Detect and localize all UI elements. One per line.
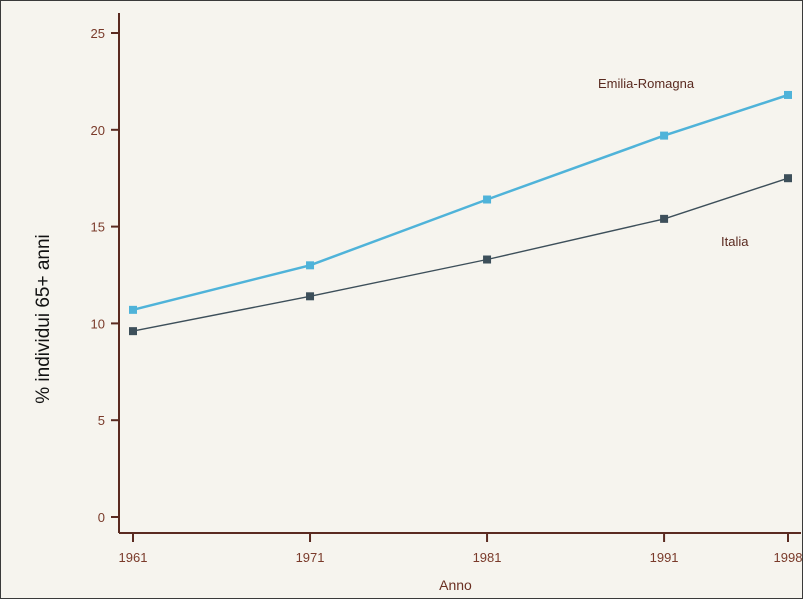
series-line-emilia-romagna [132, 93, 789, 312]
x-axis-ticks: 1961 1971 1981 1991 1998 [119, 533, 802, 565]
data-point-italia [660, 214, 669, 223]
data-point-italia [784, 174, 792, 183]
y-tick-label: 5 [98, 413, 105, 428]
y-tick-label: 25 [91, 26, 105, 41]
y-tick-label: 15 [91, 220, 105, 235]
series-italia [129, 174, 792, 336]
y-tick-label: 0 [98, 510, 105, 525]
y-tick-label: 10 [91, 316, 105, 331]
data-point-emilia-romagna [483, 195, 492, 204]
x-tick-label: 1971 [296, 550, 325, 565]
x-tick-label: 1981 [473, 550, 502, 565]
data-point-italia [306, 292, 315, 301]
x-tick-label: 1961 [119, 550, 148, 565]
x-tick-label: 1998 [774, 550, 802, 565]
data-point-italia [129, 327, 137, 336]
axes [118, 13, 801, 534]
data-point-emilia-romagna [660, 131, 669, 140]
data-point-emilia-romagna [784, 90, 792, 99]
series-emilia-romagna [129, 90, 792, 314]
y-axis-ticks: 0 5 10 15 20 25 [91, 26, 119, 525]
series-layer [129, 90, 792, 336]
data-point-emilia-romagna [129, 305, 137, 314]
x-tick-label: 1991 [650, 550, 679, 565]
series-label-emilia-romagna: Emilia-Romagna [598, 76, 695, 91]
data-point-italia [483, 255, 492, 264]
series-label-italia: Italia [721, 234, 749, 249]
data-point-emilia-romagna [306, 261, 315, 270]
x-axis-title: Anno [439, 577, 472, 593]
y-axis-title: % individui 65+ anni [33, 234, 54, 404]
y-tick-label: 20 [91, 123, 105, 138]
series-line-italia [132, 177, 789, 332]
